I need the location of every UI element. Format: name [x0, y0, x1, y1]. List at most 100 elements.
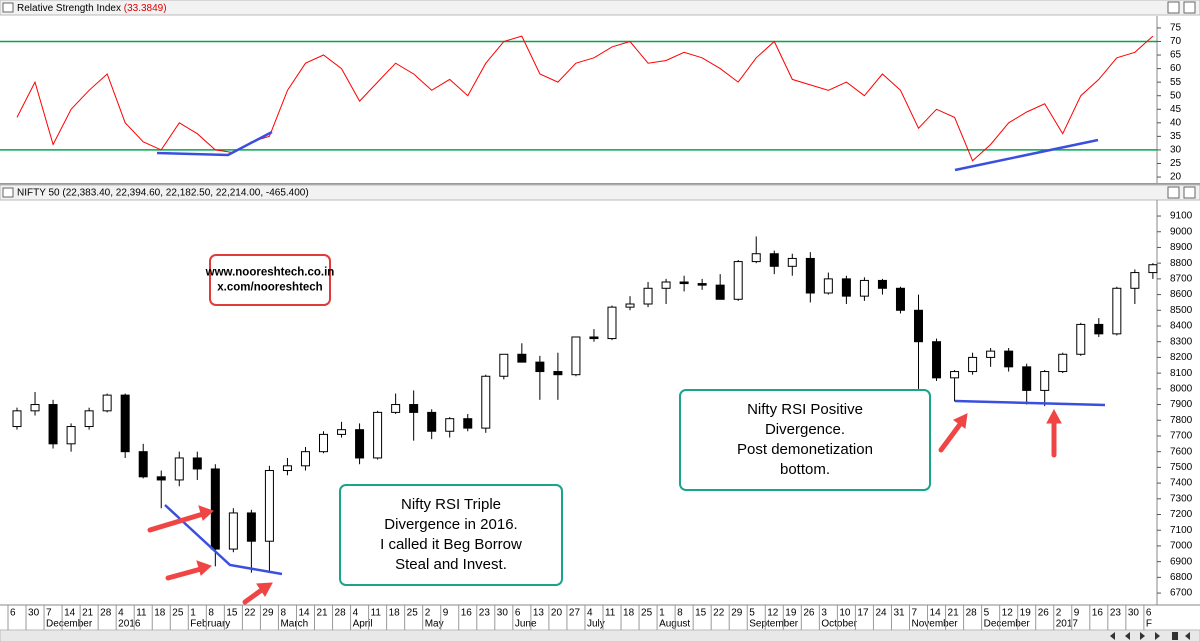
candle-body [156, 476, 166, 481]
annotation-text: Nifty RSI Positive [747, 401, 863, 418]
y-tick-label: 7200 [1170, 509, 1193, 520]
maximize-button[interactable] [1167, 186, 1180, 199]
candle-body [192, 457, 202, 470]
y-tick-label: 9100 [1170, 211, 1193, 222]
pane-icon[interactable] [2, 187, 14, 198]
y-tick-label: 6700 [1170, 588, 1193, 599]
y-tick-label: 20 [1170, 172, 1182, 183]
x-tick-label: 28 [966, 608, 978, 619]
x-tick-label: 14 [930, 608, 942, 619]
title-bar [0, 0, 1200, 16]
annotation-text: bottom. [780, 461, 830, 478]
candle-body [174, 457, 184, 481]
x-month-label: March [280, 619, 308, 630]
y-tick-label: 8700 [1170, 274, 1193, 285]
candle-body [661, 281, 671, 289]
x-tick-label: 5 [984, 608, 990, 619]
candle-body [409, 404, 419, 413]
arrow-head [256, 582, 273, 597]
trend-lines [156, 130, 1106, 576]
scroll-arrows[interactable] [1110, 632, 1190, 640]
candle-body [84, 410, 94, 428]
x-tick-label: 11 [605, 608, 616, 619]
candle-body [914, 309, 923, 343]
x-tick-label: 9 [1074, 608, 1080, 619]
arrow [147, 511, 206, 533]
x-tick-label: 16 [461, 608, 473, 619]
candle-body [715, 284, 725, 300]
title-bar [0, 184, 1200, 201]
price-title: NIFTY 50 (22,383.40, 22,394.60, 22,182.5… [17, 188, 309, 199]
candle-body [463, 418, 473, 429]
candle-body [950, 371, 960, 379]
x-tick-label: 3 [821, 608, 827, 619]
close-button[interactable] [1183, 186, 1196, 199]
x-tick-label: 26 [1038, 608, 1050, 619]
annotation-box [339, 484, 563, 586]
x-tick-label: 7 [46, 608, 52, 619]
x-month-label: 2016 [118, 619, 141, 630]
x-tick-label: 1 [190, 608, 196, 619]
x-tick-label: 15 [695, 608, 707, 619]
candle-body [391, 404, 401, 413]
candle-body [1112, 287, 1122, 335]
pane-icon[interactable] [2, 2, 14, 13]
y-tick-label: 7300 [1170, 493, 1193, 504]
x-tick-label: 8 [677, 608, 683, 619]
x-tick-label: 7 [912, 608, 918, 619]
x-tick-label: 11 [371, 608, 382, 619]
scrollbar[interactable] [0, 629, 1200, 642]
candle-body [986, 350, 996, 358]
x-tick-label: 23 [479, 608, 491, 619]
rsi-value: (33.3849) [124, 3, 167, 14]
plot: 2025303540455055606570756700680069007000… [0, 23, 1193, 630]
x-tick-label: 23 [1110, 608, 1122, 619]
annotation-text: Steal and Invest. [395, 556, 507, 573]
candle-body [733, 261, 743, 300]
y-tick-label: 30 [1170, 145, 1182, 156]
candle-body [589, 336, 599, 340]
arrow [165, 566, 204, 581]
x-tick-label: 14 [298, 608, 310, 619]
arrow [938, 420, 964, 453]
y-tick-label: 45 [1170, 104, 1182, 115]
arrow [242, 586, 266, 605]
x-month-label: April [353, 619, 373, 630]
x-tick-label: 2 [1056, 608, 1062, 619]
maximize-button[interactable] [1167, 1, 1180, 14]
close-button[interactable] [1183, 1, 1196, 14]
x-tick-label: 28 [100, 608, 112, 619]
candle-body [210, 468, 220, 550]
candle-body [968, 356, 978, 373]
x-tick-label: 19 [1020, 608, 1032, 619]
candle-body [300, 451, 310, 467]
x-tick-label: 18 [154, 608, 166, 619]
x-tick-label: 18 [623, 608, 635, 619]
candle-body [679, 281, 689, 285]
pane-title: Relative Strength Index (33.3849) [17, 3, 167, 14]
x-tick-label: 16 [1092, 608, 1104, 619]
x-tick-label: 11 [136, 608, 147, 619]
candle-body [337, 429, 347, 435]
x-tick-label: 13 [533, 608, 545, 619]
candle-body [282, 465, 292, 472]
annotation-text: Divergence. [765, 421, 845, 438]
candle-body [643, 287, 653, 305]
candle-body [535, 361, 545, 373]
annotation-text: x.com/nooreshtech [217, 282, 322, 294]
annotation-text: I called it Beg Borrow [380, 536, 522, 553]
candle-body [228, 512, 238, 550]
y-tick-label: 7700 [1170, 431, 1193, 442]
y-tick-label: 40 [1170, 117, 1182, 128]
y-tick-label: 70 [1170, 36, 1182, 47]
candle-body [12, 410, 22, 428]
x-tick-label: 27 [569, 608, 581, 619]
x-tick-label: 10 [839, 608, 851, 619]
candle-body [769, 253, 779, 267]
y-tick-label: 7500 [1170, 462, 1193, 473]
x-tick-label: 12 [767, 608, 779, 619]
candle-body [932, 341, 942, 379]
x-tick-label: 30 [1128, 608, 1140, 619]
y-tick-label: 50 [1170, 90, 1182, 101]
candle-body [877, 279, 887, 289]
